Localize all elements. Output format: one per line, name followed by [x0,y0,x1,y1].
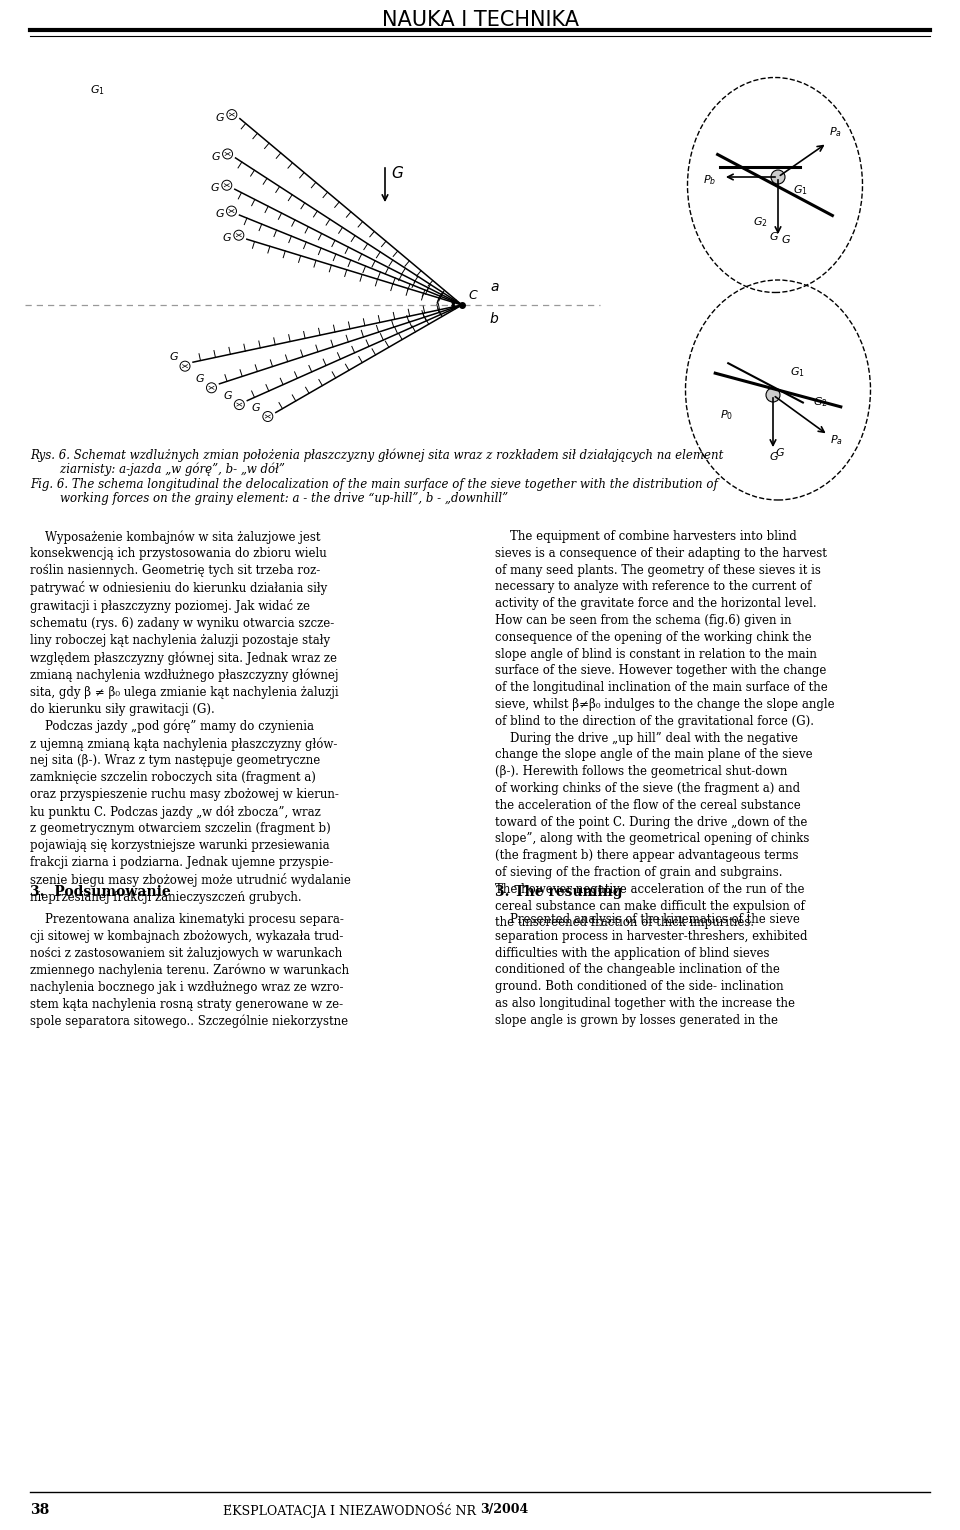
Text: G: G [196,373,204,384]
Text: G: G [216,113,225,122]
Text: G: G [169,352,178,363]
Text: G: G [215,210,224,219]
Text: The equipment of combine harvesters into blind
sieves is a consequence of their : The equipment of combine harvesters into… [495,529,834,929]
Text: a: a [490,280,498,294]
Text: $P_0$: $P_0$ [720,409,733,422]
Text: G: G [391,165,403,181]
Text: Wyposażenie kombajnów w sita żaluzjowe jest
konsekwencją ich przystosowania do z: Wyposażenie kombajnów w sita żaluzjowe j… [30,529,350,904]
Text: ÉKSPLOATACJA I NIEZAWODNOŚć NR: ÉKSPLOATACJA I NIEZAWODNOŚć NR [223,1502,480,1518]
Text: G: G [211,151,220,162]
Text: $G_1$: $G_1$ [793,184,808,197]
Circle shape [771,170,785,184]
Circle shape [766,389,780,402]
Text: G: G [223,233,231,243]
Text: 3. The resuming: 3. The resuming [495,884,622,900]
Text: $G_1$: $G_1$ [790,366,804,379]
Text: G: G [224,390,232,401]
Text: NAUKA I TECHNIKA: NAUKA I TECHNIKA [381,11,579,31]
Text: G: G [776,448,784,457]
Text: G: G [252,402,260,413]
Text: Rys. 6. Schemat wzdlużnych zmian położenia płaszczyzny głównej sita wraz z rozkł: Rys. 6. Schemat wzdlużnych zmian położen… [30,448,724,462]
Text: $G_1$: $G_1$ [90,83,105,96]
Text: 3/2004: 3/2004 [480,1504,528,1516]
Text: working forces on the grainy element: a - the drive “up-hill”, b - „downhill”: working forces on the grainy element: a … [30,493,508,505]
Text: $P_a$: $P_a$ [829,125,842,139]
Text: Prezentowana analiza kinematyki procesu separa-
cji sitowej w kombajnach zbożowy: Prezentowana analiza kinematyki procesu … [30,913,349,1028]
Text: 3.  Podsumowanie: 3. Podsumowanie [30,884,171,900]
Text: G: G [770,451,779,462]
Text: $P_b$: $P_b$ [703,173,716,187]
Text: G: G [211,184,220,193]
Text: G: G [781,236,790,245]
Text: Presented analysis of the kinematics of the sieve
separation process in harveste: Presented analysis of the kinematics of … [495,913,807,1027]
Text: ziarnisty: a-jazda „w górę”, b- „w dół”: ziarnisty: a-jazda „w górę”, b- „w dół” [30,462,285,476]
Text: 38: 38 [30,1502,49,1518]
Text: $P_a$: $P_a$ [830,433,843,447]
Text: G: G [770,233,779,242]
Text: $G_2$: $G_2$ [813,395,828,409]
Text: b: b [490,312,499,326]
Text: $G_2$: $G_2$ [753,216,768,230]
Text: C: C [468,289,477,301]
Text: Fig. 6. The schema longitudinal the delocalization of the main surface of the si: Fig. 6. The schema longitudinal the delo… [30,477,718,491]
